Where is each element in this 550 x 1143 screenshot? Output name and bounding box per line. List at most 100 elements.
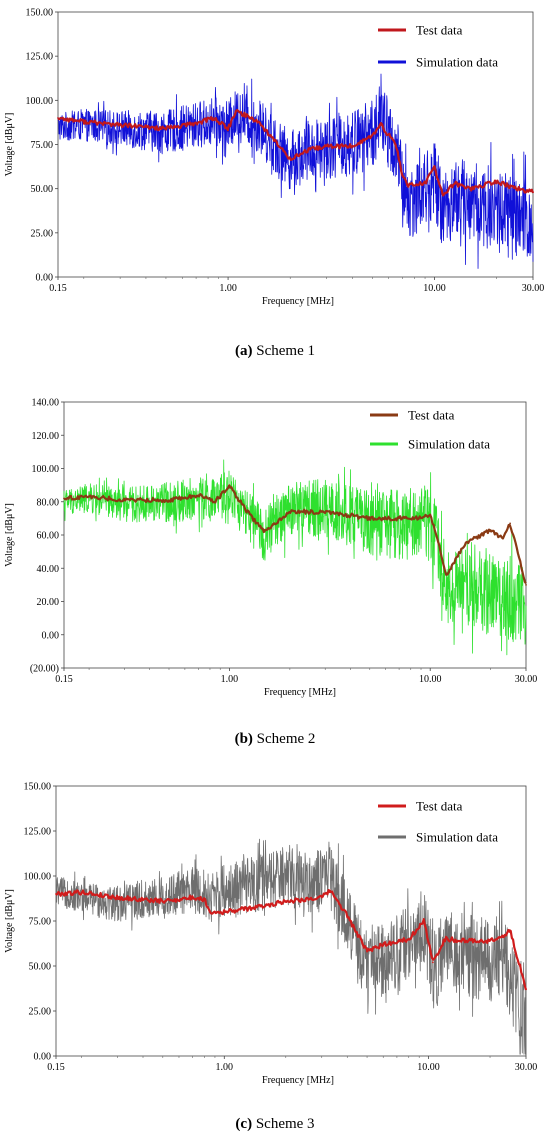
test-data-point — [161, 900, 164, 903]
test-data-point — [495, 180, 498, 183]
test-data-point — [525, 988, 527, 991]
test-data-point — [351, 145, 354, 148]
chart-c-svg: 0.00 25.00 50.00 75.00 100.00 125.00 150.00 0.1… — [4, 782, 538, 1087]
x-tick-label: 10.00 — [417, 1062, 440, 1073]
test-data-point — [382, 943, 385, 946]
test-data-point — [407, 184, 410, 187]
test-data-point — [123, 499, 126, 501]
test-data-point — [525, 583, 527, 586]
test-data-point — [489, 939, 491, 942]
y-tick-label: 20.00 — [37, 597, 60, 608]
caption-b-letter: (b) — [234, 731, 253, 747]
y-tick-label: 0.00 — [34, 1052, 52, 1063]
x-tick-label: 1.00 — [221, 674, 239, 685]
test-data-point — [214, 500, 217, 503]
legend-label-test: Test data — [416, 799, 463, 814]
test-data-point — [532, 191, 534, 194]
test-data-point — [453, 182, 456, 185]
test-data-point — [208, 911, 211, 913]
caption-a-text: Scheme 1 — [256, 343, 315, 359]
y-tick-label: (20.00) — [30, 664, 59, 675]
legend-label-simulation: Simulation data — [408, 437, 490, 452]
x-tick-label: 30.00 — [515, 674, 538, 685]
y-tick-label: 150.00 — [26, 8, 54, 19]
test-data-point — [63, 497, 65, 500]
y-tick-label: 140.00 — [32, 398, 60, 409]
x-tick-label: 1.00 — [219, 283, 237, 294]
test-data-point — [501, 537, 504, 540]
series-test-line — [55, 888, 528, 991]
test-data-point — [168, 499, 170, 501]
test-data-point — [289, 157, 292, 160]
series-simulation-line — [63, 459, 527, 656]
test-data-point — [88, 495, 90, 498]
y-tick-label: 75.00 — [29, 917, 52, 928]
test-data-point — [263, 530, 266, 533]
test-data-point — [464, 542, 467, 545]
test-data-point — [288, 510, 291, 513]
y-tick-label: 0.00 — [36, 273, 54, 284]
y-tick-label: 50.00 — [31, 184, 54, 195]
test-data-point — [429, 514, 432, 516]
caption-a: (a) Scheme 1 — [0, 343, 550, 360]
y-axis-label: Voltage [dBμV] — [4, 113, 15, 177]
x-tick-label: 10.00 — [419, 674, 442, 685]
y-tick-label: 125.00 — [24, 827, 52, 838]
y-tick-label: 80.00 — [37, 497, 60, 508]
caption-b: (b) Scheme 2 — [0, 731, 550, 748]
test-data-point — [424, 182, 426, 185]
chart-a-svg: 0.00 25.00 50.00 75.00 100.00 125.00 150.00 0.1… — [4, 8, 544, 308]
plot-frame — [55, 785, 527, 1057]
test-data-point — [195, 122, 198, 125]
caption-a-letter: (a) — [235, 343, 253, 359]
test-data-point — [480, 534, 483, 536]
test-data-point — [469, 187, 472, 190]
test-data-point — [371, 134, 374, 137]
test-data-point — [55, 893, 57, 895]
x-tick-label: 0.15 — [47, 1062, 65, 1073]
chart-panel-c: 0.00 25.00 50.00 75.00 100.00 125.00 150.00 0.1… — [0, 765, 550, 1143]
test-data-point — [394, 143, 397, 146]
test-data-point — [57, 117, 59, 119]
test-data-point — [329, 889, 332, 892]
x-tick-label: 10.00 — [423, 283, 446, 294]
x-tick-label: 30.00 — [515, 1062, 538, 1073]
chart-panel-a: 0.00 25.00 50.00 75.00 100.00 125.00 150.00 0.1… — [0, 0, 550, 375]
test-data-point — [368, 517, 371, 520]
caption-c-letter: (c) — [235, 1116, 253, 1132]
test-data-point — [284, 900, 287, 903]
y-tick-label: 25.00 — [31, 228, 54, 239]
test-data-point — [235, 110, 238, 112]
test-data-point — [325, 145, 328, 148]
test-data-point — [509, 522, 512, 525]
test-data-point — [508, 929, 511, 931]
test-data-point — [228, 484, 231, 487]
series-simulation-line — [57, 73, 534, 269]
test-data-point — [259, 905, 262, 908]
test-data-point — [407, 938, 410, 940]
test-data-point — [518, 965, 521, 967]
test-data-point — [366, 950, 368, 953]
legend-label-test: Test data — [416, 23, 463, 38]
test-data-point — [433, 166, 436, 169]
test-data-point — [445, 574, 448, 576]
test-data-point — [431, 961, 434, 964]
y-tick-label: 40.00 — [37, 564, 60, 575]
y-tick-label: 150.00 — [24, 782, 52, 793]
x-tick-label: 1.00 — [216, 1062, 234, 1073]
caption-c-text: Scheme 3 — [255, 1116, 315, 1132]
y-tick-label: 0.00 — [42, 630, 60, 641]
test-data-point — [279, 147, 282, 149]
test-data-point — [442, 194, 444, 197]
test-data-point — [223, 911, 226, 913]
y-axis-label: Voltage [dBμV] — [4, 889, 15, 953]
legend-label-simulation: Simulation data — [416, 830, 498, 845]
plot-frame — [63, 401, 527, 669]
y-axis-label: Voltage [dBμV] — [4, 503, 15, 567]
test-data-point — [309, 148, 312, 151]
x-axis-label: Frequency [MHz] — [264, 687, 336, 698]
test-data-point — [463, 939, 466, 942]
y-tick-label: 100.00 — [24, 872, 52, 883]
y-tick-label: 120.00 — [32, 431, 60, 442]
test-data-point — [251, 517, 254, 520]
